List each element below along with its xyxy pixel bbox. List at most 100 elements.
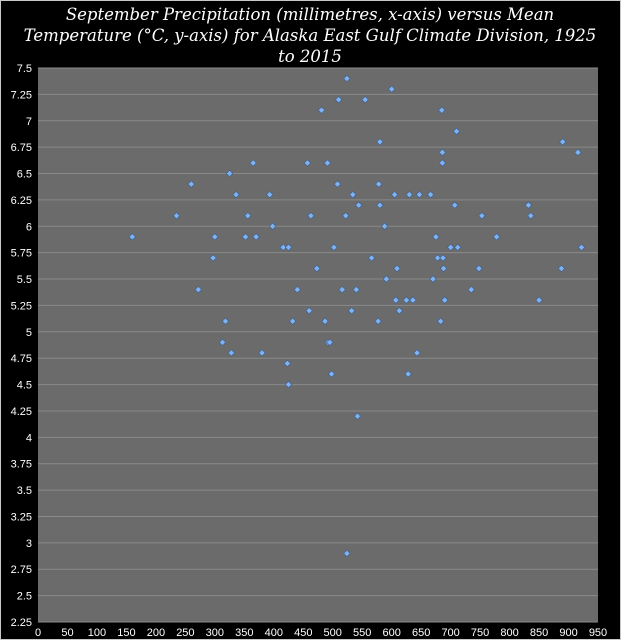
data-point: [436, 317, 445, 325]
y-tick-label: 2.75: [11, 564, 32, 576]
data-point: [429, 275, 437, 283]
data-point: [305, 307, 313, 315]
data-point: [492, 233, 501, 241]
gridlines: [38, 67, 598, 623]
data-point: [323, 159, 332, 167]
plot-area: [38, 68, 598, 622]
data-point: [392, 296, 400, 304]
data-point: [349, 191, 357, 199]
data-point: [289, 317, 297, 325]
data-point: [382, 275, 391, 283]
data-point: [244, 212, 252, 220]
data-point: [376, 138, 384, 146]
data-point: [283, 359, 291, 368]
x-tick-label: 650: [412, 627, 430, 639]
data-point: [405, 191, 413, 199]
x-tick-label: 600: [383, 627, 401, 639]
y-tick-label: 7.25: [11, 89, 32, 101]
y-tick-label: 5.75: [11, 248, 32, 260]
data-point: [249, 159, 257, 167]
y-tick-label: 2.5: [17, 591, 32, 603]
data-point: [361, 96, 369, 104]
data-point: [338, 285, 346, 294]
data-point: [342, 212, 350, 220]
data-point: [439, 254, 447, 262]
data-point: [577, 243, 586, 252]
data-point: [475, 264, 483, 273]
x-tick-label: 850: [530, 627, 548, 639]
data-points: [128, 74, 586, 558]
y-tick-label: 4.25: [11, 406, 32, 418]
x-tick-label: 0: [35, 627, 41, 639]
data-point: [426, 191, 435, 199]
data-point: [368, 254, 376, 262]
data-point: [395, 307, 403, 315]
data-point: [326, 338, 334, 346]
data-point: [321, 317, 329, 325]
x-tick-label: 900: [559, 627, 577, 639]
data-point: [402, 296, 411, 304]
x-tick-label: 350: [235, 627, 253, 639]
data-point: [438, 159, 447, 167]
data-point: [252, 233, 260, 241]
data-point: [187, 180, 195, 188]
y-tick-label: 6.75: [11, 142, 32, 154]
data-point: [194, 285, 202, 294]
data-point: [317, 106, 326, 114]
data-point: [438, 148, 447, 157]
data-point: [393, 264, 401, 273]
data-point: [335, 96, 343, 104]
data-point: [353, 412, 362, 420]
data-point: [293, 285, 301, 294]
data-point: [313, 264, 321, 273]
data-point: [232, 191, 240, 199]
data-point: [376, 201, 384, 209]
data-point: [225, 169, 234, 178]
data-point: [303, 159, 312, 167]
data-point: [404, 370, 412, 378]
data-point: [451, 201, 459, 209]
y-axis-tick-labels: 2.25 2.5 2.75 3 3.25 3.5 3.75 4 4.25 4.5 4.75 5 5.25…: [11, 63, 32, 629]
data-point: [128, 233, 136, 241]
data-point: [375, 180, 383, 188]
data-point: [347, 307, 356, 315]
data-point: [266, 191, 274, 199]
data-point: [434, 254, 442, 262]
data-point: [330, 243, 338, 252]
data-point: [211, 233, 219, 241]
data-point: [415, 191, 424, 199]
y-tick-label: 7.5: [17, 63, 32, 75]
data-point: [221, 317, 230, 325]
data-point: [241, 233, 250, 241]
data-point: [438, 106, 446, 114]
data-point: [218, 338, 227, 346]
y-tick-label: 5: [26, 327, 32, 339]
data-point: [467, 285, 475, 294]
data-point: [527, 212, 535, 220]
y-tick-label: 6: [26, 221, 32, 233]
data-point: [327, 370, 336, 378]
x-tick-label: 550: [353, 627, 371, 639]
data-point: [355, 201, 363, 209]
x-tick-label: 950: [589, 627, 607, 639]
data-point: [535, 296, 543, 304]
data-point: [388, 85, 396, 93]
x-tick-label: 750: [471, 627, 489, 639]
data-point: [227, 349, 235, 357]
data-point: [374, 317, 382, 325]
data-point: [413, 349, 421, 357]
y-tick-label: 6.25: [11, 195, 32, 207]
x-tick-label: 300: [206, 627, 224, 639]
y-tick-label: 3: [26, 538, 32, 550]
data-point: [343, 74, 351, 83]
y-tick-label: 5.25: [11, 300, 32, 312]
x-tick-label: 400: [265, 627, 283, 639]
y-tick-label: 4.5: [17, 380, 32, 392]
y-tick-label: 3.25: [11, 511, 32, 523]
data-point: [432, 233, 440, 241]
x-tick-label: 200: [147, 627, 165, 639]
chart-title: September Precipitation (millimetres, x-…: [23, 5, 597, 66]
y-tick-label: 6.5: [17, 169, 32, 181]
y-tick-label: 4.75: [11, 353, 32, 365]
